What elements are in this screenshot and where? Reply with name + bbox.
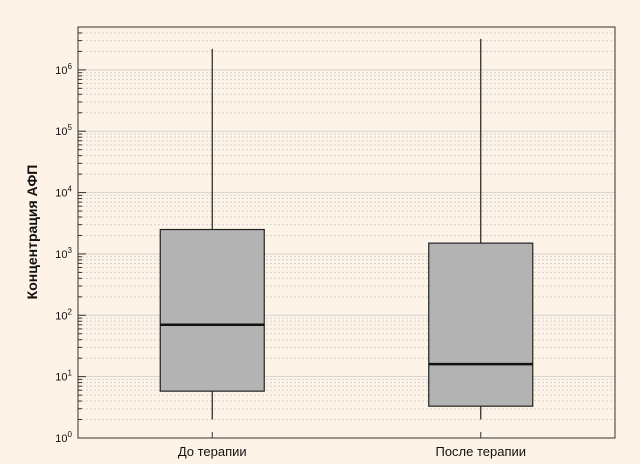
box-iqr	[428, 242, 534, 407]
box-layer	[159, 38, 534, 420]
grid-layer	[78, 26, 615, 439]
y-tick-label: 104	[55, 185, 72, 200]
y-tick-label: 105	[55, 123, 72, 138]
plot-frame	[77, 26, 616, 439]
y-axis-title: Концентрация АФП	[24, 165, 40, 300]
axis-layer: 100 101 102 103 104 105 106 До терапии После тер…	[55, 26, 616, 459]
y-tick-label: 101	[55, 369, 72, 384]
x-category-label: После терапии	[435, 444, 526, 459]
y-tick-label: 100	[55, 430, 72, 445]
x-category-label: До терапии	[178, 444, 247, 459]
y-tick-label: 103	[55, 246, 72, 261]
box-iqr	[159, 228, 265, 392]
y-tick-label: 106	[55, 62, 72, 77]
y-tick-label: 102	[55, 307, 72, 322]
